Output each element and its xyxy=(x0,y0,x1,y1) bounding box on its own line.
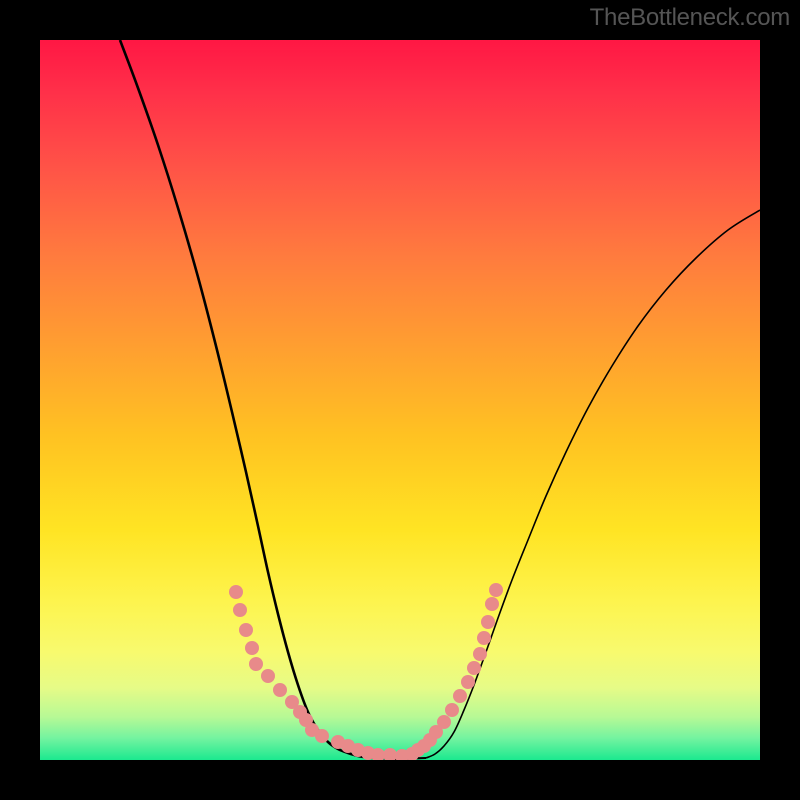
data-marker xyxy=(445,703,459,717)
data-marker xyxy=(239,623,253,637)
plot-area xyxy=(40,40,760,760)
data-marker xyxy=(453,689,467,703)
data-marker xyxy=(273,683,287,697)
curve-left-branch xyxy=(120,40,370,758)
data-marker xyxy=(383,748,397,760)
bottleneck-curve xyxy=(40,40,760,760)
data-marker xyxy=(437,715,451,729)
chart-frame: TheBottleneck.com xyxy=(0,0,800,800)
data-markers xyxy=(229,583,503,760)
data-marker xyxy=(489,583,503,597)
data-marker xyxy=(261,669,275,683)
watermark-text: TheBottleneck.com xyxy=(590,4,790,32)
data-marker xyxy=(229,585,243,599)
data-marker xyxy=(245,641,259,655)
data-marker xyxy=(461,675,475,689)
data-marker xyxy=(481,615,495,629)
data-marker xyxy=(233,603,247,617)
data-marker xyxy=(467,661,481,675)
data-marker xyxy=(485,597,499,611)
curve-right-branch xyxy=(426,210,760,758)
data-marker xyxy=(473,647,487,661)
data-marker xyxy=(477,631,491,645)
data-marker xyxy=(315,729,329,743)
data-marker xyxy=(249,657,263,671)
